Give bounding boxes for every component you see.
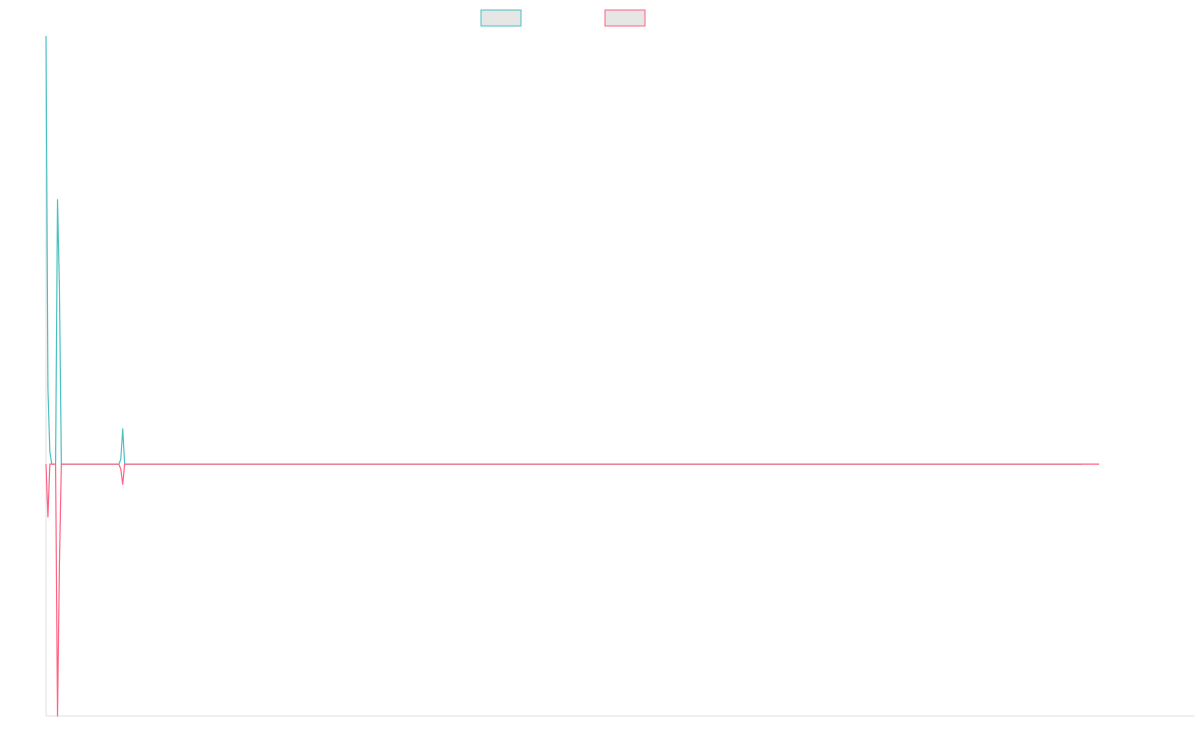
series-line-1	[45, 35, 1082, 465]
series-line-2	[45, 463, 1100, 717]
legend[interactable]	[480, 9, 646, 27]
series-layer	[45, 35, 1100, 717]
legend-swatch-2[interactable]	[604, 9, 646, 27]
axes	[45, 36, 1195, 717]
legend-swatch-1[interactable]	[480, 9, 522, 27]
